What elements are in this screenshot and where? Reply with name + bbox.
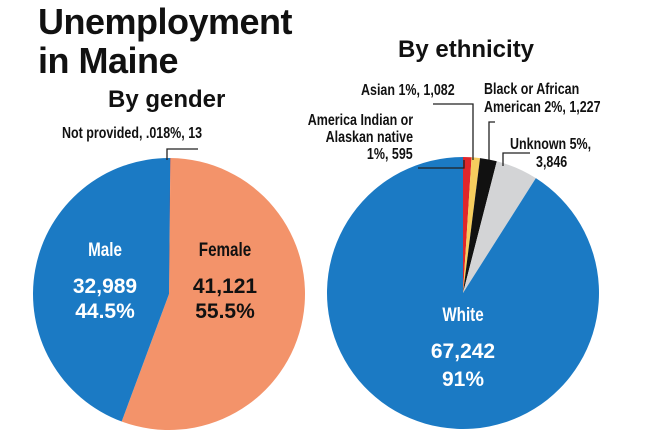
gender-chart-title: By gender [108,86,226,113]
value-white-pct: 91% [441,368,485,391]
title-line-1: Unemployment [38,1,293,42]
value-white-count: 67,242 [430,340,496,363]
pie-slice-white [327,157,599,430]
leader-asian [433,103,474,160]
label-white: White [442,305,484,326]
value-female-count: 41,121 [192,275,258,298]
pie-slice-unknown [463,161,536,293]
pie-slice-female [121,158,306,431]
label-unknown-line2: 3,846 [536,154,568,171]
pie-slice-america-indian-or-alaskan-native [463,157,472,293]
label-asian: Asian 1%, 1,082 [361,82,455,99]
leader-native [418,160,465,169]
label-female: Female [198,240,252,261]
label-not-provided: Not provided, .018%, 13 [62,125,203,142]
label-native-line3: 1%, 595 [367,146,413,163]
value-male-pct: 44.5% [75,300,135,323]
label-black-line1: Black or African [484,81,580,98]
leader-unknown [502,152,530,166]
value-male-count: 32,989 [72,275,138,298]
pie-slice-asian [463,157,481,293]
title-line-2: in Maine [38,40,179,81]
pie-slice-male [33,158,171,422]
label-native-line1: America Indian or [307,112,413,129]
ethnicity-chart-title: By ethnicity [398,36,535,63]
value-female-pct: 55.5% [195,300,255,323]
leader-not-provided [166,148,198,160]
label-unknown-line1: Unknown 5%, [510,136,592,153]
label-black-line2: American 2%, 1,227 [484,99,601,116]
label-native-line2: Alaskan native [325,129,413,146]
leader-black [488,121,495,160]
label-male: Male [88,240,122,261]
pie-slice-black-or-african-american [463,158,497,293]
